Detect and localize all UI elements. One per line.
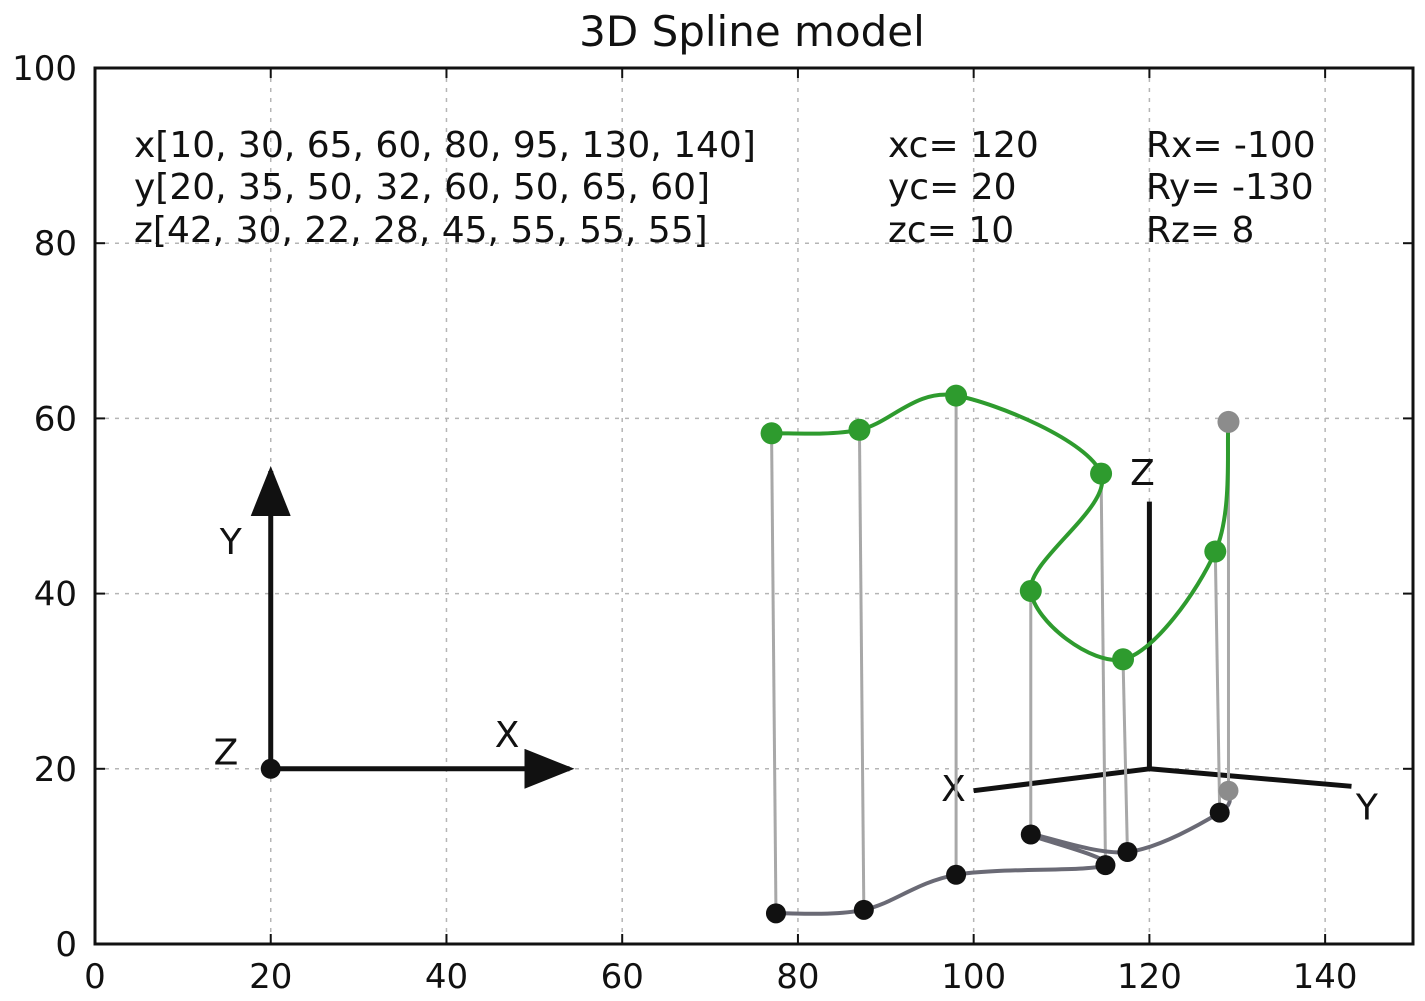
plot-area: X Y Z X Y Z	[214, 384, 1379, 924]
annotation-xc: xc= 120	[888, 125, 1039, 166]
data-point-projection	[1117, 842, 1138, 863]
x-tick-label: 120	[1117, 957, 1182, 997]
data-point-projection	[946, 864, 967, 885]
data-point-projection	[853, 899, 874, 920]
vertical-connector	[857, 429, 866, 910]
right-y-axis	[1149, 766, 1352, 789]
data-point-spline	[1090, 462, 1113, 485]
left-x-axis-label: X	[495, 715, 520, 756]
annotation-rx: Rx= -100	[1146, 125, 1316, 166]
data-point-spline	[1019, 579, 1042, 602]
data-point-spline	[760, 422, 783, 445]
left-origin-point	[260, 758, 281, 779]
data-point-spline	[945, 384, 968, 407]
x-tick-label: 60	[601, 957, 644, 997]
y-tick-label: 40	[34, 575, 77, 615]
data-point-projection	[1095, 855, 1116, 876]
series-line-projection	[775, 789, 1232, 916]
data-point-projection	[765, 903, 786, 924]
data-point-spline	[1217, 410, 1240, 433]
y-tick-label: 80	[34, 224, 77, 264]
annotation-yc: yc= 20	[888, 167, 1017, 208]
left-y-axis-label: Y	[219, 522, 243, 563]
x-tick-label: 20	[249, 957, 292, 997]
grid	[95, 68, 1413, 944]
annotation-x-list: x[10, 30, 65, 60, 80, 95, 130, 140]	[134, 125, 756, 166]
data-point-spline	[1204, 540, 1227, 563]
annotation-z-list: z[42, 30, 22, 28, 45, 55, 55, 55]	[134, 210, 708, 251]
x-tick-label: 140	[1293, 957, 1358, 997]
vertical-connector	[1099, 473, 1107, 866]
right-z-axis-label: Z	[1130, 453, 1155, 494]
data-point-projection	[1209, 802, 1230, 823]
left-z-axis-label: Z	[214, 732, 239, 773]
annotation-y-list: y[20, 35, 50, 32, 60, 50, 65, 60]	[134, 167, 710, 208]
annotation-ry: Ry= -130	[1146, 167, 1314, 208]
x-tick-label: 0	[84, 957, 106, 997]
y-tick-label: 100	[12, 49, 77, 89]
data-point-projection	[1218, 780, 1239, 801]
vertical-connector	[1213, 551, 1222, 813]
y-tick-label: 20	[34, 750, 77, 790]
y-tick-label: 0	[55, 925, 77, 965]
annotation-zc: zc= 10	[888, 210, 1014, 251]
right-x-axis-label: X	[941, 769, 966, 810]
y-tick-label: 60	[34, 399, 77, 439]
vertical-connector	[1121, 659, 1129, 853]
data-point-projection	[1020, 824, 1041, 845]
vertical-connector	[770, 433, 778, 914]
series-line-spline	[771, 392, 1231, 662]
x-tick-label: 40	[425, 957, 468, 997]
x-tick-label: 100	[941, 957, 1006, 997]
right-x-axis	[973, 766, 1150, 794]
data-point-spline	[848, 418, 871, 441]
data-point-spline	[1112, 648, 1135, 671]
ticks: 0 20 40 60 80 100 120 140 0 20 40 60 80 100	[12, 49, 1413, 997]
right-y-axis-label: Y	[1355, 788, 1379, 829]
x-tick-label: 80	[776, 957, 819, 997]
chart-title: 3D Spline model	[579, 7, 925, 56]
annotation-rz: Rz= 8	[1146, 210, 1254, 251]
plot-frame	[93, 66, 1415, 946]
annotations: x[10, 30, 65, 60, 80, 95, 130, 140] y[20…	[134, 125, 1316, 251]
